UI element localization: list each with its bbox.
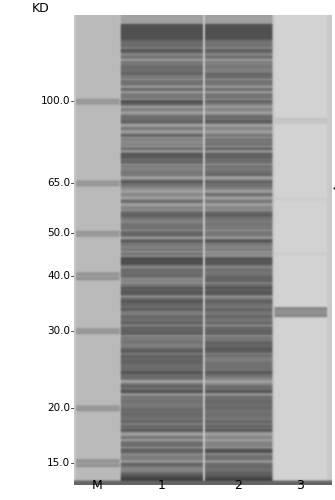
Text: 65.0: 65.0: [47, 178, 70, 188]
Text: 100.0: 100.0: [41, 96, 70, 106]
Text: 1: 1: [157, 479, 165, 492]
Text: 20.0: 20.0: [47, 403, 70, 413]
Text: KD: KD: [32, 2, 49, 15]
Text: 15.0: 15.0: [47, 458, 70, 468]
Text: 3: 3: [296, 479, 304, 492]
Text: M: M: [92, 479, 103, 492]
Text: 40.0: 40.0: [47, 270, 70, 280]
Text: 2: 2: [234, 479, 242, 492]
Text: 50.0: 50.0: [47, 228, 70, 238]
Text: 30.0: 30.0: [47, 326, 70, 336]
